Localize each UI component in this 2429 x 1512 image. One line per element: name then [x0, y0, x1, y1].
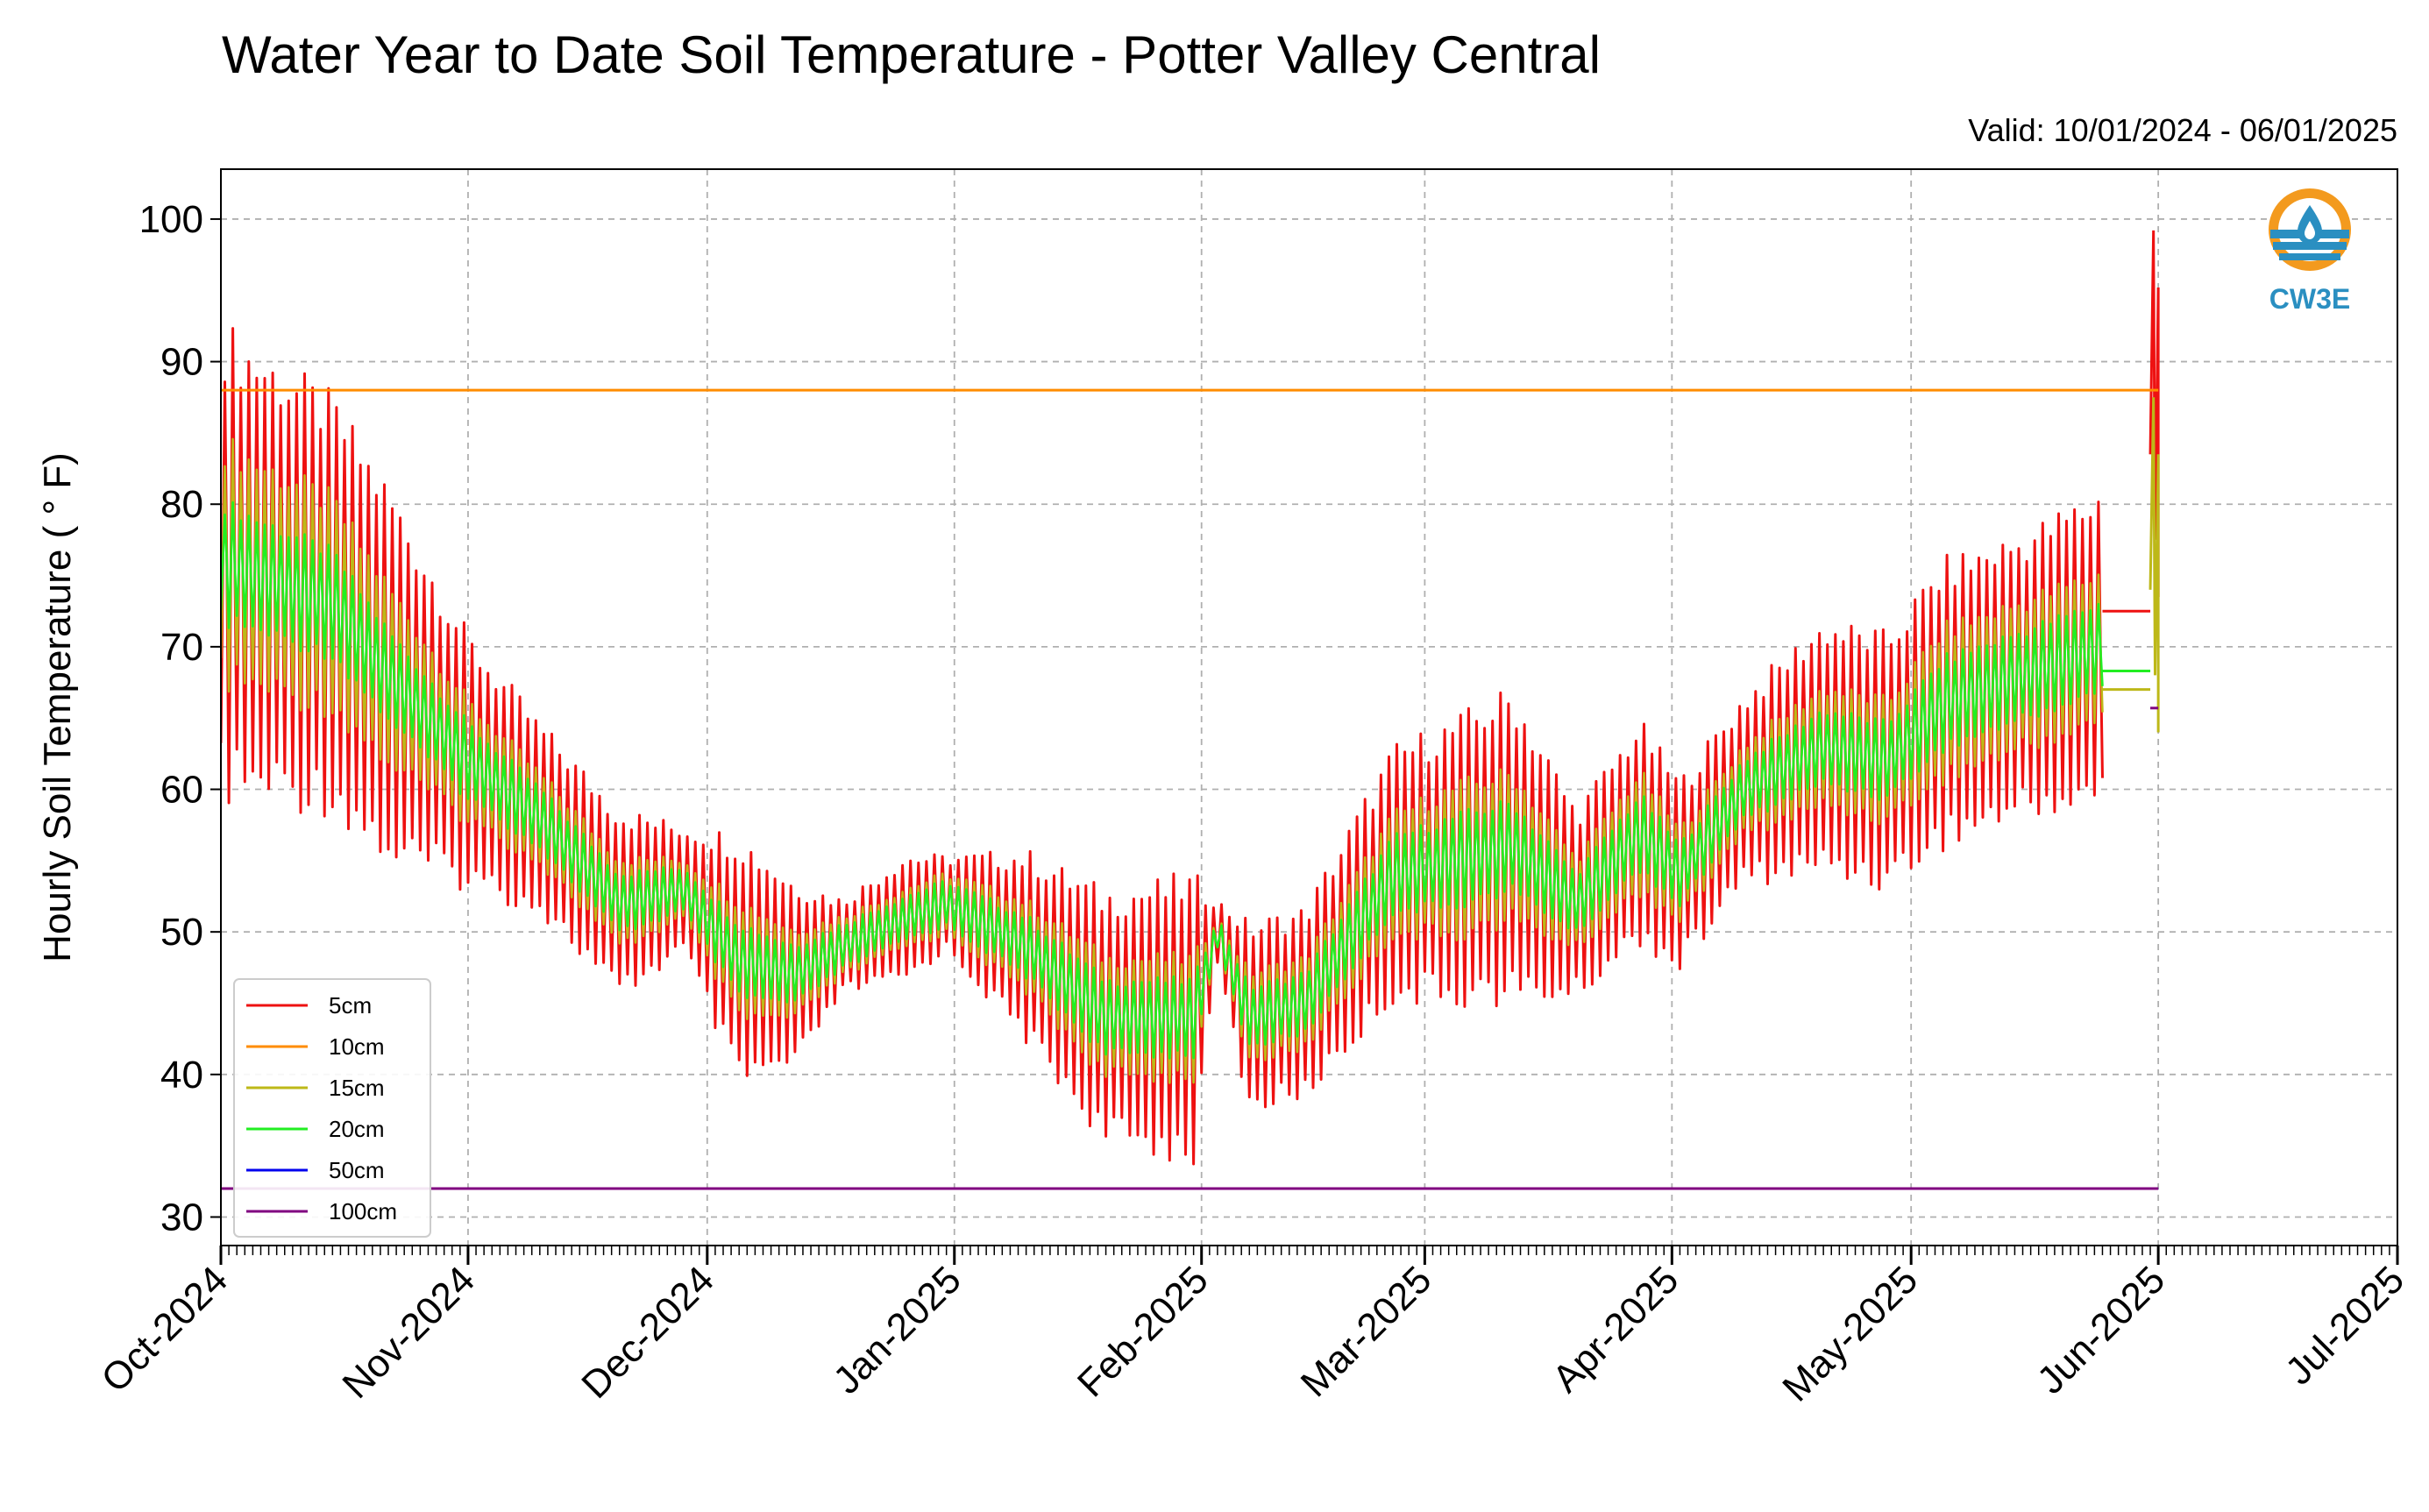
axes: 30 40 50 60 70 80 90 100 Oct-2024 Nov-2024 Dec-202…	[93, 198, 2412, 1410]
series-20cm-line	[221, 500, 2104, 1060]
grid-lines	[220, 169, 2398, 1246]
x-tick-label: Feb-2025	[1069, 1258, 1217, 1405]
x-tick-label: Mar-2025	[1293, 1258, 1440, 1405]
y-tick-label: 50	[160, 911, 203, 954]
legend-label-100cm: 100cm	[329, 1198, 397, 1225]
y-tick-label: 30	[160, 1196, 203, 1239]
x-tick-label: Nov-2024	[334, 1258, 483, 1407]
x-tick-label: Jul-2025	[2277, 1258, 2412, 1393]
legend-label-5cm: 5cm	[329, 992, 372, 1019]
y-axis-label: Hourly Soil Temperature ( ° F)	[36, 452, 79, 962]
x-tick-label: Jun-2025	[2029, 1258, 2173, 1402]
y-tick-label: 100	[139, 198, 203, 241]
y-tick-label: 60	[160, 769, 203, 812]
y-tick-label: 80	[160, 483, 203, 526]
chart-title: Water Year to Date Soil Temperature - Po…	[222, 25, 1601, 84]
y-tick-label: 40	[160, 1054, 203, 1097]
x-tick-label: Oct-2024	[93, 1258, 236, 1401]
x-tick-label: Dec-2024	[573, 1258, 722, 1407]
legend-box	[233, 978, 431, 1238]
series-lines	[221, 230, 2160, 1190]
cw3e-logo: CW3E	[2269, 188, 2351, 315]
legend-label-50cm: 50cm	[329, 1157, 385, 1183]
chart-subtitle: Valid: 10/01/2024 - 06/01/2025	[1968, 112, 2397, 148]
series-15cm-end-spike	[2148, 397, 2160, 733]
legend-label-20cm: 20cm	[329, 1116, 385, 1142]
logo-text: CW3E	[2269, 283, 2350, 315]
legend: 5cm 10cm 15cm 20cm 50cm 100cm	[233, 978, 431, 1238]
x-tick-label: Jan-2025	[825, 1258, 969, 1402]
legend-label-15cm: 15cm	[329, 1075, 385, 1101]
plot-frame	[220, 168, 2398, 1246]
legend-label-10cm: 10cm	[329, 1033, 385, 1060]
y-tick-label: 90	[160, 341, 203, 384]
x-minor-ticks	[220, 1246, 2398, 1255]
logo-icon	[2269, 188, 2351, 271]
x-tick-label: Apr-2025	[1545, 1258, 1687, 1401]
y-tick-label: 70	[160, 626, 203, 669]
x-tick-label: May-2025	[1774, 1258, 1926, 1409]
